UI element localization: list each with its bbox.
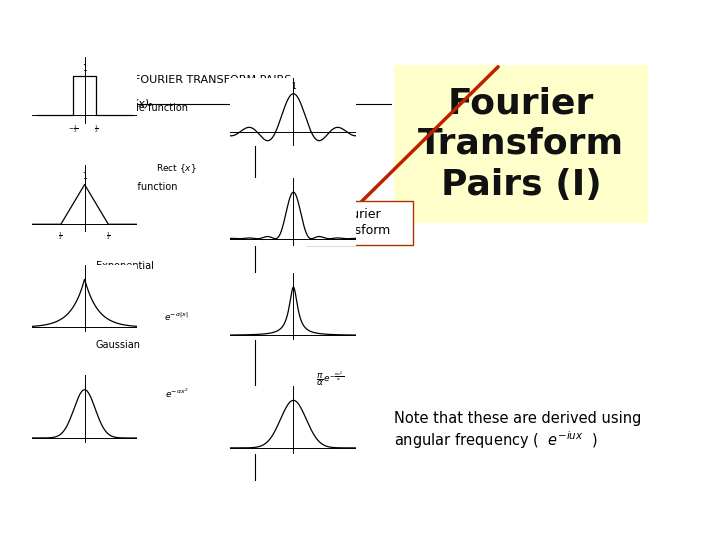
Text: $\frac{1}{2}$: $\frac{1}{2}$ [58, 231, 63, 242]
FancyBboxPatch shape [394, 65, 648, 223]
Text: $\frac{1}{2}$: $\frac{1}{2}$ [94, 123, 99, 135]
Text: F (u): F (u) [306, 98, 332, 108]
Text: $\dfrac{2\alpha}{\alpha^2 + (2\pi u)^2}$: $\dfrac{2\alpha}{\alpha^2 + (2\pi u)^2}$ [304, 288, 356, 312]
Text: Sinc$^2$ $(u)$: Sinc$^2$ $(u)$ [372, 231, 412, 244]
Text: $e^{-\alpha|x|}$: $e^{-\alpha|x|}$ [164, 310, 189, 322]
Text: $\dfrac{\pi}{\alpha} e^{-\frac{\pi u^2}{\alpha}}$: $\dfrac{\pi}{\alpha} e^{-\frac{\pi u^2}{… [316, 369, 344, 388]
Text: f(x): f(x) [130, 98, 150, 108]
Text: Rectangle function: Rectangle function [96, 104, 188, 113]
Text: Note that these are derived using
angular frequency (  $e^{-iux}$  ): Note that these are derived using angula… [394, 411, 642, 451]
Text: Exponential: Exponential [96, 261, 153, 272]
Text: 1: 1 [83, 172, 87, 181]
Text: Fourier
Transform: Fourier Transform [328, 208, 390, 237]
Text: $e^{-\alpha x^2}$: $e^{-\alpha x^2}$ [165, 387, 189, 401]
Text: Triangle function: Triangle function [96, 183, 177, 192]
FancyBboxPatch shape [306, 201, 413, 245]
Text: 1: 1 [83, 64, 87, 73]
Text: Gaussian: Gaussian [96, 340, 140, 350]
Text: Sinc $(u) = \dfrac{\sin \pi u}{\pi u}$: Sinc $(u) = \dfrac{\sin \pi u}{\pi u}$ [269, 182, 341, 201]
Text: Fourier
Transform
Pairs (I): Fourier Transform Pairs (I) [418, 86, 624, 201]
Text: $\frac{1}{2}$: $\frac{1}{2}$ [106, 231, 111, 242]
Text: 1: 1 [291, 82, 296, 91]
Text: Sinc function: Sinc function [269, 112, 332, 122]
Text: Rect $\{x\}$: Rect $\{x\}$ [156, 163, 197, 176]
Text: $-\frac{1}{2}$: $-\frac{1}{2}$ [68, 123, 78, 135]
Text: FOURIER TRANSFORM PAIRS: FOURIER TRANSFORM PAIRS [134, 75, 292, 85]
